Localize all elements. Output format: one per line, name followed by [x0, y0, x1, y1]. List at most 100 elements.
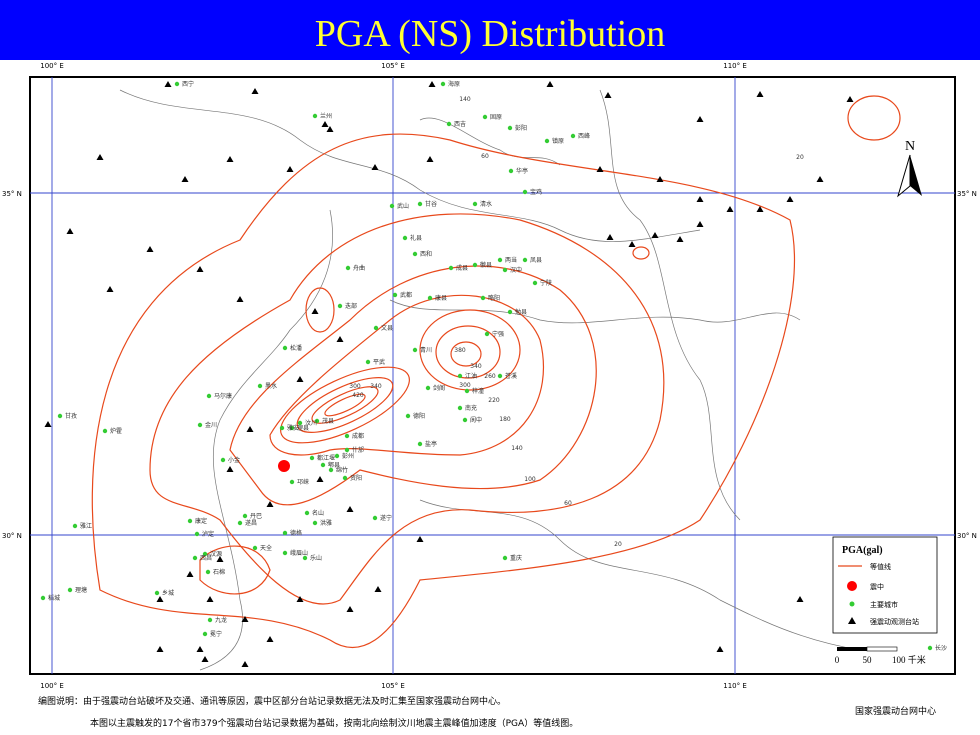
city-dot — [289, 479, 295, 485]
city-label: 甘谷 — [425, 200, 437, 208]
station — [321, 121, 329, 127]
station — [164, 81, 172, 87]
scale-bar: 0 50 100 千米 — [835, 646, 926, 665]
city-dot — [522, 189, 528, 195]
note: 本图以主震触发的17个省市379个强震动台站记录数据为基础，按南北向绘制汶川地震… — [90, 717, 578, 729]
city-label: 固原 — [490, 114, 502, 121]
station — [846, 96, 854, 102]
station — [311, 308, 319, 314]
city-dot — [187, 518, 193, 524]
coord-label: 30° N — [2, 532, 22, 540]
city-dot — [405, 413, 411, 419]
city-dot — [342, 475, 348, 481]
city-dot — [252, 545, 258, 551]
city-label: 南充 — [465, 404, 477, 412]
city-label: 什邡 — [352, 446, 364, 454]
legend-item: 震中 — [870, 582, 884, 591]
city-dot — [373, 325, 379, 331]
city-dot — [462, 417, 468, 423]
contour — [324, 393, 366, 417]
border — [389, 299, 801, 324]
station — [316, 476, 324, 482]
contour — [435, 325, 501, 379]
city-dot — [345, 265, 351, 271]
city-label: 江油 — [465, 372, 477, 380]
station — [226, 466, 234, 472]
city-label: 武都 — [400, 291, 412, 299]
map-frame — [29, 76, 956, 675]
city-dot — [302, 555, 308, 561]
station — [416, 536, 424, 542]
city-label: 乐山 — [310, 554, 322, 562]
station — [246, 426, 254, 432]
city-dot — [279, 425, 285, 431]
station — [716, 646, 724, 652]
legend: PGA(gal) 等值线 震中 主要城市 强震动观测台站 — [832, 536, 938, 634]
city-dot — [507, 309, 513, 315]
city-dot — [237, 520, 243, 526]
city-label: 西宁 — [182, 80, 194, 88]
city-dot — [497, 257, 503, 263]
city-label: 绵竹 — [336, 466, 348, 474]
city-dot — [507, 125, 513, 131]
station — [656, 176, 664, 182]
city-label: 九龙 — [215, 616, 227, 624]
city-label: 金川 — [205, 421, 217, 429]
city-label: 略阳 — [488, 294, 500, 302]
city-dot — [927, 645, 933, 651]
contour-label: 220 — [488, 397, 500, 404]
station — [196, 266, 204, 272]
city-label: 洪雅 — [320, 519, 332, 527]
contour-label: 60 — [481, 153, 489, 160]
city-label: 清水 — [480, 200, 492, 208]
city-label: 资阳 — [350, 474, 362, 482]
city-label: 海原 — [448, 80, 460, 88]
city-label: 苍溪 — [505, 372, 517, 380]
contour — [269, 294, 545, 456]
city-label: 两当 — [505, 256, 517, 264]
city-label: 德格 — [290, 529, 302, 537]
city-label: 甘孜 — [65, 412, 77, 420]
scale-segment — [866, 646, 898, 652]
station — [676, 236, 684, 242]
station — [651, 232, 659, 238]
city-label: 茂县 — [322, 417, 334, 425]
coord-label: 35° N — [957, 190, 977, 198]
city-label: 彭阳 — [515, 124, 527, 132]
contour — [229, 265, 597, 506]
city-dot — [392, 292, 398, 298]
city-label: 泸定 — [202, 530, 214, 538]
station — [428, 81, 436, 87]
scale-segment — [837, 647, 867, 651]
city-label: 郫县 — [328, 461, 340, 469]
station — [146, 246, 154, 252]
note: 编图说明：由于强震动台站破坏及交通、通讯等原因，震中区部分台站记录数据无法及时汇… — [38, 695, 506, 707]
station — [726, 206, 734, 212]
station — [374, 586, 382, 592]
contour-label: 300 — [459, 382, 471, 389]
contour-label: 140 — [459, 96, 471, 103]
station — [66, 228, 74, 234]
station — [196, 646, 204, 652]
station — [44, 421, 52, 427]
city-dot — [425, 385, 431, 391]
legend-item: 等值线 — [870, 562, 891, 571]
contours — [91, 95, 901, 649]
station — [628, 241, 636, 247]
city-label: 兰州 — [320, 112, 332, 120]
city-dot — [282, 530, 288, 536]
city-dot — [192, 555, 198, 561]
city-label: 剑阁 — [433, 384, 445, 392]
border — [199, 209, 333, 671]
city-dot — [440, 81, 446, 87]
city-dot — [304, 510, 310, 516]
city-label: 遂昌 — [245, 519, 257, 527]
city-label: 汉中 — [510, 266, 522, 274]
city-label: 武山 — [397, 202, 409, 210]
epicenter — [278, 460, 290, 472]
city-dot — [402, 235, 408, 241]
river — [419, 117, 561, 166]
scale-label: 50 — [863, 655, 873, 665]
